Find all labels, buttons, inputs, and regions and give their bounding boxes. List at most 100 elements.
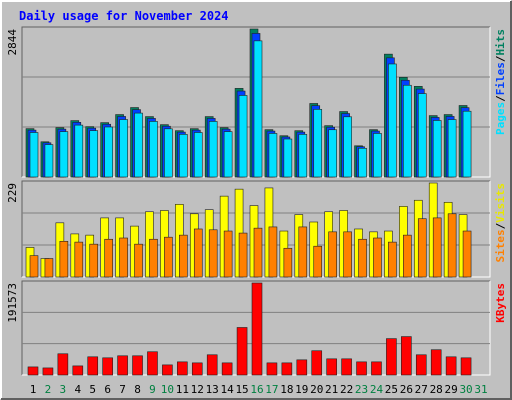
- x-tick-label: 12: [191, 383, 204, 396]
- bar: [373, 133, 382, 178]
- bar: [44, 144, 54, 178]
- x-tick-label: 11: [176, 383, 189, 396]
- x-tick-label: 9: [149, 383, 156, 396]
- x-tick-label: 20: [310, 383, 323, 396]
- bar: [74, 241, 84, 278]
- bar: [117, 355, 128, 376]
- bar: [89, 130, 99, 178]
- x-tick-label: 26: [400, 383, 413, 396]
- bar: [298, 134, 308, 178]
- bar: [417, 93, 427, 178]
- bar: [386, 338, 397, 376]
- bar: [311, 350, 323, 376]
- bar: [388, 63, 397, 178]
- bar: [104, 126, 113, 178]
- bar: [134, 243, 143, 278]
- bar: [298, 226, 308, 278]
- bar: [147, 351, 158, 376]
- legend-entry: KBytes: [494, 283, 507, 323]
- x-tick-label: 17: [265, 383, 278, 396]
- bar: [29, 132, 39, 178]
- x-tick-label: 24: [370, 383, 384, 396]
- x-tick-label: 19: [295, 383, 308, 396]
- bar: [193, 228, 203, 278]
- bar: [296, 359, 308, 376]
- x-tick-label: 16: [250, 383, 263, 396]
- bar: [417, 218, 427, 278]
- x-tick-label: 7: [119, 383, 126, 396]
- bar: [371, 361, 382, 376]
- bar: [415, 354, 427, 376]
- bar: [164, 128, 173, 178]
- bar: [29, 255, 39, 278]
- bar: [149, 238, 158, 278]
- bar: [356, 361, 367, 376]
- bar: [119, 237, 128, 278]
- x-tick-label: 1: [30, 383, 37, 396]
- x-tick-label: 28: [430, 383, 443, 396]
- bar: [206, 354, 218, 376]
- x-tick-label: 6: [104, 383, 111, 396]
- x-tick-label: 22: [340, 383, 353, 396]
- bar: [251, 282, 263, 376]
- bar: [221, 362, 233, 376]
- x-tick-label: 25: [385, 383, 398, 396]
- bar: [313, 245, 323, 278]
- bar: [326, 358, 337, 376]
- bar: [281, 362, 293, 376]
- x-tick-label: 18: [280, 383, 293, 396]
- bar: [162, 364, 173, 376]
- legend: KBytes: [494, 283, 507, 323]
- bar: [59, 240, 69, 278]
- legend-separator: /: [494, 95, 507, 102]
- bar: [328, 129, 337, 178]
- x-tick-label: 10: [161, 383, 174, 396]
- bar: [266, 362, 278, 376]
- bar: [283, 247, 293, 278]
- bar: [343, 116, 352, 178]
- x-tick-label: 23: [355, 383, 368, 396]
- bar: [238, 95, 248, 178]
- bar: [432, 120, 442, 178]
- bar: [57, 353, 69, 376]
- bar: [164, 236, 173, 278]
- bar: [191, 362, 203, 376]
- legend: Sites/Visits: [494, 183, 507, 263]
- bar: [42, 367, 54, 376]
- bar: [74, 124, 84, 178]
- bar: [177, 361, 188, 376]
- bar: [388, 241, 397, 278]
- bar: [236, 327, 248, 376]
- x-tick-label: 3: [60, 383, 67, 396]
- x-tick-label: 27: [415, 383, 428, 396]
- bar: [283, 138, 293, 178]
- x-tick-label: 4: [74, 383, 81, 396]
- bar: [447, 119, 457, 178]
- y-tick-label: 2844: [6, 29, 19, 56]
- bar: [44, 258, 54, 278]
- bar: [179, 134, 188, 178]
- bar: [193, 132, 203, 178]
- bar: [403, 84, 412, 178]
- bar: [223, 131, 233, 178]
- bar: [358, 238, 367, 278]
- bar: [268, 133, 278, 178]
- bar: [328, 231, 337, 278]
- x-tick-label: 21: [325, 383, 338, 396]
- x-tick-label: 8: [134, 383, 141, 396]
- bar: [430, 349, 442, 376]
- legend-entry: Sites: [494, 229, 507, 262]
- bar: [134, 112, 143, 178]
- bar: [432, 217, 442, 278]
- bar: [462, 110, 472, 178]
- bar: [253, 227, 263, 278]
- bar: [313, 109, 323, 178]
- bar: [403, 234, 412, 278]
- bar: [253, 40, 263, 178]
- bar: [72, 365, 84, 376]
- legend-entry: Visits: [494, 183, 507, 223]
- bar: [223, 230, 233, 278]
